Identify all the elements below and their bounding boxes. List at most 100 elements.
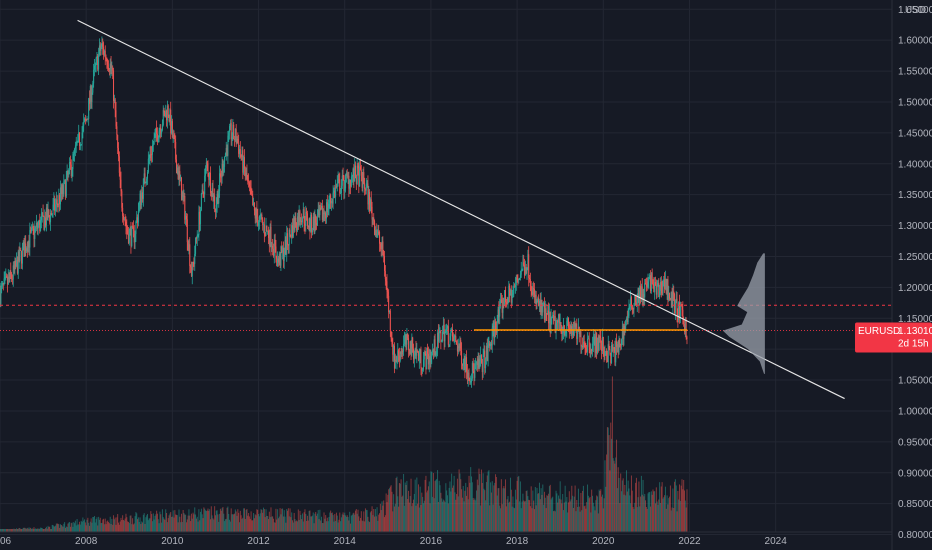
volume-bar xyxy=(363,511,365,532)
volume-bar xyxy=(63,523,65,532)
candle-body xyxy=(105,57,107,59)
volume-bar xyxy=(608,435,610,532)
volume-bar xyxy=(623,494,625,532)
drawings[interactable] xyxy=(0,19,892,400)
candle-body xyxy=(376,234,378,236)
candle-body xyxy=(140,193,142,206)
volume-bar xyxy=(287,508,289,532)
candle-body xyxy=(237,138,239,143)
candle-body xyxy=(347,175,349,177)
volume-bar xyxy=(104,518,106,532)
candle-body xyxy=(361,175,363,188)
candle-body xyxy=(443,324,445,342)
volume-bar xyxy=(539,499,541,532)
volume-bar xyxy=(59,527,61,532)
candle-body xyxy=(296,216,298,231)
candle-body xyxy=(220,176,222,178)
candle-body xyxy=(647,281,649,287)
candle-body xyxy=(290,234,292,238)
candle-body xyxy=(305,211,307,226)
volume-bar xyxy=(196,516,198,532)
volume-bar xyxy=(135,512,137,532)
candle-body xyxy=(395,359,397,362)
volume-bar xyxy=(631,490,633,532)
volume-bar xyxy=(379,503,381,532)
candle-body xyxy=(636,297,638,306)
volume-bar xyxy=(556,493,558,532)
volume-bar xyxy=(384,515,386,532)
volume-bar xyxy=(164,519,166,532)
candle-body xyxy=(567,318,569,328)
volume-bar xyxy=(136,513,138,532)
candle-body xyxy=(654,281,656,293)
volume-bar xyxy=(98,519,100,532)
candle-body xyxy=(417,351,419,361)
candle-body xyxy=(589,347,591,354)
volume-bar xyxy=(166,522,168,532)
candle-body xyxy=(475,363,477,367)
candle-body xyxy=(7,276,9,285)
volume-bar xyxy=(197,521,199,532)
candle-body xyxy=(592,337,594,344)
candle-body xyxy=(176,159,178,174)
volume-bar xyxy=(461,489,463,532)
volume-bar xyxy=(117,514,119,532)
candle-body xyxy=(109,63,111,72)
volume-bar xyxy=(86,519,88,532)
candle-body xyxy=(377,231,379,235)
volume-bar xyxy=(627,480,629,532)
volume-bar xyxy=(278,516,280,532)
volume-bar xyxy=(403,505,405,532)
volume-bar xyxy=(484,490,486,532)
candle-body xyxy=(633,305,635,310)
candle-body xyxy=(88,98,90,104)
trendline[interactable] xyxy=(77,19,845,400)
volume-bar xyxy=(374,509,376,532)
candle-body xyxy=(205,162,207,169)
candle-body xyxy=(334,190,336,197)
candle-body xyxy=(134,233,136,243)
candle-body xyxy=(306,213,308,226)
volume-bar xyxy=(603,498,605,532)
candle-body xyxy=(309,218,311,232)
volume-bar xyxy=(122,515,124,532)
candle-body xyxy=(627,315,629,323)
volume-bar xyxy=(272,516,274,532)
volume-bar xyxy=(660,486,662,532)
volume-bar xyxy=(187,515,189,532)
candle-body xyxy=(547,310,549,314)
candle-body xyxy=(612,347,614,351)
volume-bar xyxy=(237,509,239,532)
candle-body xyxy=(499,303,501,317)
volume-bar xyxy=(308,510,310,532)
volume-bar xyxy=(298,519,300,532)
volume-bar xyxy=(310,516,312,532)
volume-bar xyxy=(168,515,170,532)
volume-bar xyxy=(144,524,146,532)
volume-bar xyxy=(8,529,10,532)
volume-bar xyxy=(582,490,584,532)
volume-bar xyxy=(259,513,261,532)
volume-bar xyxy=(250,511,252,532)
volume-bars xyxy=(0,376,688,532)
volume-bar xyxy=(410,478,412,532)
candle-body xyxy=(512,293,514,295)
volume-bar xyxy=(98,516,100,532)
volume-bar xyxy=(102,519,104,532)
candle-body xyxy=(508,285,510,299)
candle-body xyxy=(686,337,688,339)
candle-body xyxy=(682,309,684,320)
candle-body xyxy=(596,337,598,354)
candle-body xyxy=(108,69,110,72)
candle-body xyxy=(216,193,218,206)
candle-body xyxy=(214,195,216,209)
volume-bar xyxy=(590,512,592,532)
candle-body xyxy=(42,212,44,217)
candle-body xyxy=(102,43,104,47)
volume-bar xyxy=(127,521,129,532)
candle-body xyxy=(88,98,90,120)
volume-bar xyxy=(273,522,275,532)
volume-bar xyxy=(7,529,9,532)
candle-body xyxy=(213,195,215,201)
